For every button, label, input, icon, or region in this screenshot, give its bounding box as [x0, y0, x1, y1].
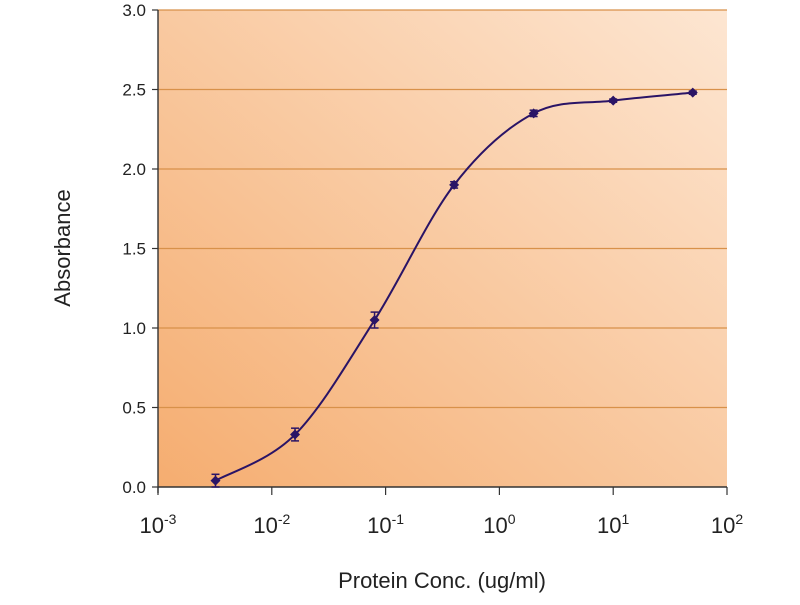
- y-tick-label: 0.0: [122, 478, 146, 497]
- x-tick-base: 10: [140, 513, 164, 538]
- x-tick-base: 10: [483, 513, 507, 538]
- x-tick-exponent: 2: [735, 511, 743, 527]
- data-point: [687, 87, 698, 98]
- x-axis-label: Protein Conc. (ug/ml): [338, 568, 546, 593]
- y-axis-label: Absorbance: [50, 189, 75, 306]
- x-tick-label: 10-2: [253, 511, 290, 538]
- x-tick-base: 10: [367, 513, 391, 538]
- x-tick-label: 101: [597, 511, 629, 538]
- x-tick-label: 10-1: [367, 511, 404, 538]
- y-tick-label: 1.5: [122, 240, 146, 259]
- x-tick-exponent: -3: [164, 511, 177, 527]
- x-tick-exponent: 1: [622, 511, 630, 527]
- data-point: [528, 108, 539, 119]
- y-tick-label: 0.5: [122, 399, 146, 418]
- x-tick-base: 10: [597, 513, 621, 538]
- x-tick-base: 10: [711, 513, 735, 538]
- x-tick-exponent: -1: [392, 511, 405, 527]
- y-tick-label: 2.0: [122, 160, 146, 179]
- x-tick-exponent: -2: [278, 511, 291, 527]
- x-tick-label: 102: [711, 511, 743, 538]
- y-tick-label: 3.0: [122, 1, 146, 20]
- data-point: [210, 475, 221, 486]
- data-point: [608, 95, 619, 106]
- x-tick-label: 10-3: [140, 511, 177, 538]
- x-tick-base: 10: [253, 513, 277, 538]
- data-point: [369, 315, 380, 326]
- y-tick-label: 2.5: [122, 81, 146, 100]
- x-tick-exponent: 0: [508, 511, 516, 527]
- data-point: [290, 429, 301, 440]
- data-point: [449, 179, 460, 190]
- x-tick-label: 100: [483, 511, 515, 538]
- y-tick-label: 1.0: [122, 319, 146, 338]
